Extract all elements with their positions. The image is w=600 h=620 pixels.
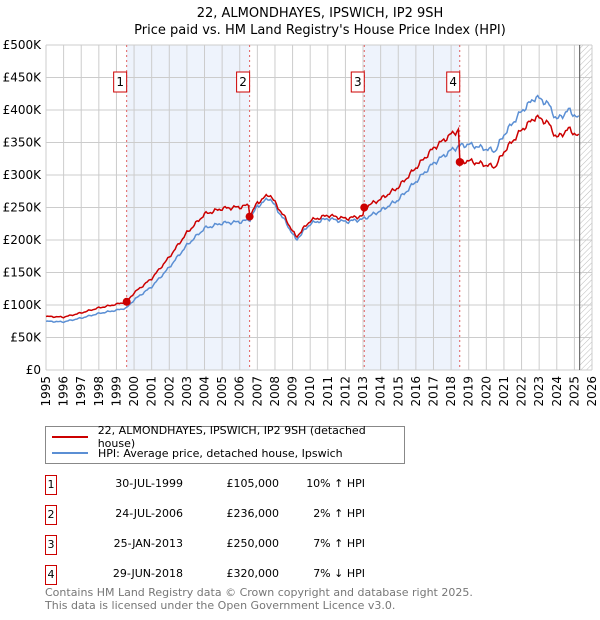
x-tick-label: 2012 — [338, 376, 352, 407]
legend-blue-line — [52, 452, 88, 454]
x-tick-label: 2001 — [145, 376, 159, 407]
legend: 22, ALMONDHAYES, IPSWICH, IP2 9SH (detac… — [45, 424, 405, 464]
legend-red-line — [52, 436, 88, 438]
sale-label-box — [350, 71, 365, 93]
x-tick-label: 2017 — [426, 376, 440, 407]
sale-price: £250,000 — [226, 537, 280, 550]
x-tick-label: 1996 — [57, 376, 71, 407]
sale-hpi-diff: 10% ↑ HPI — [306, 477, 365, 490]
x-tick-label: 2013 — [356, 376, 370, 407]
sale-price: £105,000 — [226, 477, 280, 490]
x-tick-label: 2005 — [215, 376, 229, 407]
property-line — [45, 114, 580, 319]
y-tick-label: £450K — [3, 71, 43, 85]
sale-label: 4 — [449, 75, 457, 89]
chart-subtitle: Price paid vs. HM Land Registry's House … — [134, 23, 506, 38]
x-tick-label: 2025 — [567, 376, 581, 407]
sale-hpi-diff: 7% ↓ HPI — [313, 567, 365, 580]
y-tick-label: £400K — [3, 103, 43, 117]
sale-label-box — [236, 71, 251, 93]
sale-label: 2 — [239, 75, 247, 89]
x-tick-label: 2019 — [462, 376, 476, 407]
y-tick-label: £350K — [3, 136, 43, 150]
sale-hpi-diff: 7% ↑ HPI — [313, 537, 365, 550]
sale-price: £320,000 — [226, 567, 280, 580]
sale-date: 25-JAN-2013 — [113, 537, 183, 550]
x-tick-label: 2022 — [515, 376, 529, 407]
x-tick-label: 2026 — [585, 376, 599, 407]
x-tick-label: 2003 — [180, 376, 194, 407]
legend-property: 22, ALMONDHAYES, IPSWICH, IP2 9SH (detac… — [97, 424, 366, 450]
sale-date: 29-JUN-2018 — [112, 567, 183, 580]
x-tick-label: 2007 — [250, 376, 264, 407]
chart-title: 22, ALMONDHAYES, IPSWICH, IP2 9SH — [197, 6, 444, 21]
x-tick-label: 2014 — [374, 376, 388, 407]
sale-hpi-diff: 2% ↑ HPI — [313, 507, 365, 520]
x-tick-label: 2021 — [497, 376, 511, 407]
sale-point — [122, 297, 131, 306]
y-tick-label: £150K — [3, 266, 43, 280]
sale-label-box — [446, 71, 461, 93]
sale-number: 2 — [45, 505, 57, 525]
x-tick-label: 2002 — [162, 376, 176, 407]
y-tick-label: £0 — [26, 363, 41, 377]
x-tick-label: 2020 — [479, 376, 493, 407]
y-tick-label: £300K — [3, 168, 43, 182]
x-tick-label: 1997 — [74, 376, 88, 407]
sale-number: 4 — [45, 565, 57, 585]
x-tick-label: 2011 — [321, 376, 335, 407]
sale-date: 30-JUL-1999 — [115, 477, 183, 490]
x-tick-label: 1998 — [92, 376, 106, 407]
sale-number: 3 — [45, 535, 57, 555]
sale-point — [360, 203, 369, 212]
sale-row: 2 24-JUL-2006 £236,000 2% ↑ HPI — [45, 505, 465, 527]
y-tick-label: £500K — [3, 38, 43, 52]
footer-line1: Contains HM Land Registry data © Crown c… — [45, 586, 473, 599]
price-chart: 22, ALMONDHAYES, IPSWICH, IP2 9SH Price … — [3, 6, 599, 407]
x-tick-label: 2000 — [127, 376, 141, 407]
y-tick-label: £50K — [10, 331, 42, 345]
y-tick-label: £200K — [3, 233, 43, 247]
hpi-line — [45, 94, 580, 324]
legend-hpi: HPI: Average price, detached house, Ipsw… — [98, 446, 343, 460]
x-tick-label: 2024 — [550, 376, 564, 407]
x-tick-label: 2015 — [391, 376, 405, 407]
x-tick-label: 1999 — [109, 376, 123, 407]
sale-point — [245, 212, 254, 221]
sale-row: 4 29-JUN-2018 £320,000 7% ↓ HPI — [45, 565, 465, 587]
y-tick-label: £100K — [3, 298, 43, 312]
sale-row: 3 25-JAN-2013 £250,000 7% ↑ HPI — [45, 535, 465, 557]
sale-row: 1 30-JUL-1999 £105,000 10% ↑ HPI — [45, 475, 465, 497]
x-tick-label: 2008 — [268, 376, 282, 407]
x-tick-label: 1995 — [39, 376, 53, 407]
x-tick-label: 2018 — [444, 376, 458, 407]
x-tick-label: 2006 — [233, 376, 247, 407]
footer-line2: This data is licensed under the Open Gov… — [45, 599, 396, 612]
sale-price: £236,000 — [226, 507, 280, 520]
x-tick-label: 2023 — [532, 376, 546, 407]
x-tick-label: 2010 — [303, 376, 317, 407]
footer: Contains HM Land Registry data © Crown c… — [45, 586, 473, 612]
sale-date: 24-JUL-2006 — [115, 507, 183, 520]
x-tick-label: 2009 — [286, 376, 300, 407]
sale-number: 1 — [45, 475, 57, 495]
x-tick-label: 2004 — [198, 376, 212, 407]
sale-label: 3 — [354, 75, 362, 89]
sale-label: 1 — [116, 75, 124, 89]
sale-label-box — [113, 71, 128, 93]
sale-point — [455, 158, 464, 166]
y-tick-label: £250K — [3, 201, 43, 215]
x-tick-label: 2016 — [409, 376, 423, 407]
